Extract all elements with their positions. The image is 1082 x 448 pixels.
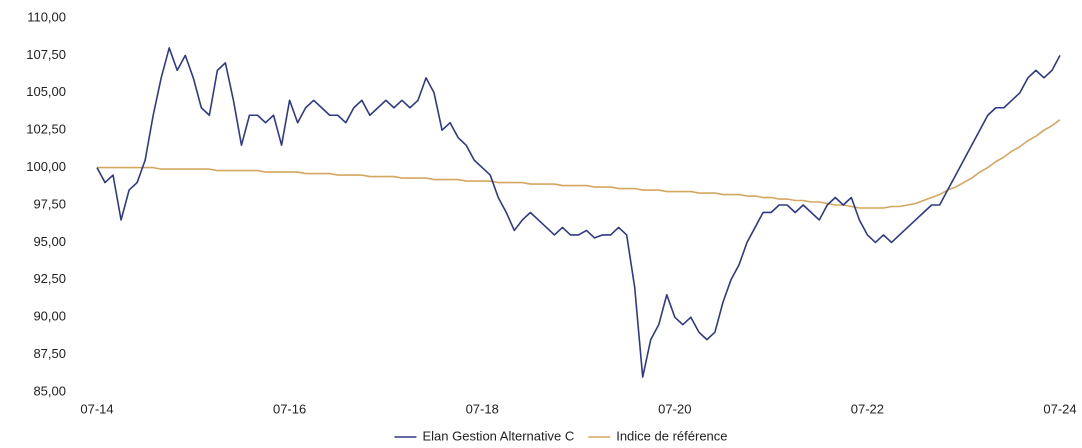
y-tick-label: 95,00 [33,234,66,249]
series-line [96,47,1061,378]
x-tick-label: 07-20 [658,401,691,416]
y-tick-label: 97,50 [33,196,66,211]
y-tick-label: 87,50 [33,346,66,361]
x-tick-label: 07-24 [1043,401,1076,416]
y-tick-label: 90,00 [33,309,66,324]
y-tick-label: 85,00 [33,383,66,398]
series-line [97,119,1061,209]
x-tick-label: 07-22 [851,401,884,416]
x-tick-label: 07-14 [80,401,113,416]
y-tick-label: 100,00 [26,159,66,174]
y-tick-label: 105,00 [26,84,66,99]
legend-label: Elan Gestion Alternative C [422,428,574,443]
legend-label: Indice de référence [616,428,727,443]
y-tick-label: 110,00 [27,9,66,24]
y-tick-label: 92,50 [33,271,66,286]
y-tick-label: 102,50 [26,122,66,137]
y-tick-label: 107,50 [26,47,66,62]
x-tick-label: 07-18 [466,401,499,416]
x-tick-label: 07-16 [273,401,306,416]
